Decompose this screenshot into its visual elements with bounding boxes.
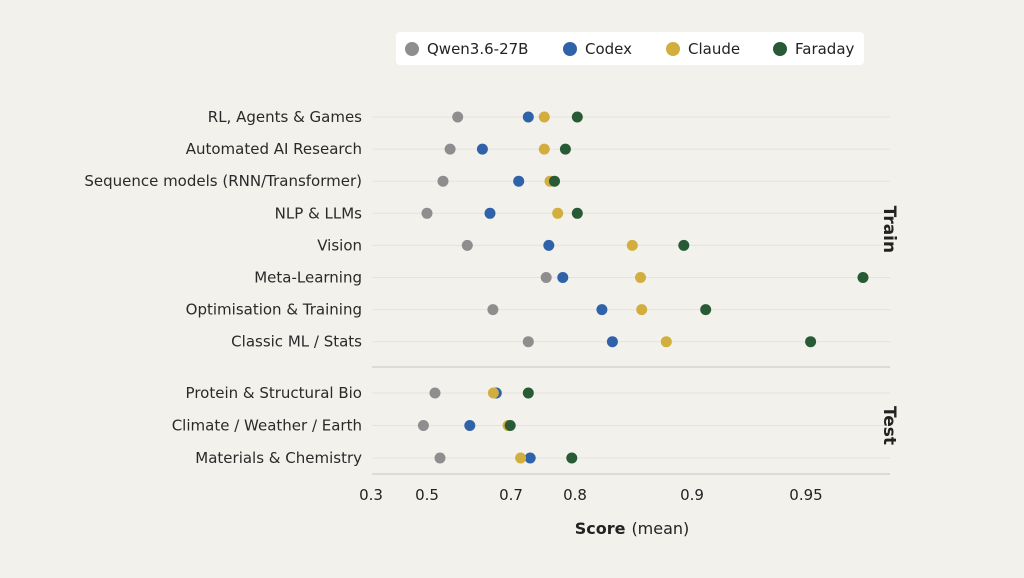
legend-background <box>396 32 864 65</box>
group-label: Train <box>879 206 899 254</box>
data-point <box>437 175 449 187</box>
data-point <box>571 111 583 123</box>
data-point <box>421 207 433 219</box>
category-label: Classic ML / Stats <box>231 333 362 351</box>
data-point <box>805 336 817 348</box>
legend-marker <box>563 42 577 56</box>
data-point <box>522 336 534 348</box>
category-label: Climate / Weather / Earth <box>172 417 362 435</box>
x-tick-label: 0.7 <box>499 486 523 504</box>
data-point <box>444 143 456 155</box>
category-label: Materials & Chemistry <box>195 449 362 467</box>
data-point <box>571 207 583 219</box>
x-axis-title: Score (mean) <box>575 519 690 538</box>
data-point <box>538 143 550 155</box>
data-point <box>522 387 534 399</box>
category-labels: RL, Agents & Games Automated AI Research S… <box>84 108 362 467</box>
data-point <box>464 420 476 431</box>
data-point <box>857 272 869 283</box>
data-point <box>522 111 534 123</box>
data-point <box>596 304 608 316</box>
data-point <box>552 207 564 219</box>
category-label: RL, Agents & Games <box>208 108 362 126</box>
legend-label: Qwen3.6-27B <box>427 40 528 58</box>
data-point <box>429 387 441 399</box>
data-point <box>487 387 499 399</box>
data-point <box>700 304 712 316</box>
data-point <box>538 111 550 123</box>
data-point <box>549 175 560 187</box>
data-point <box>678 239 690 251</box>
data-point <box>417 420 429 431</box>
gridlines <box>372 116 890 459</box>
category-label: NLP & LLMs <box>275 204 363 222</box>
legend: Qwen3.6-27B Codex Claude Faraday <box>396 32 864 65</box>
x-tick-label: 0.5 <box>415 486 439 504</box>
legend-marker <box>773 42 787 56</box>
data-point <box>476 143 488 155</box>
x-tick-label: 0.95 <box>789 486 822 504</box>
data-point <box>484 207 496 219</box>
x-tick-label: 0.9 <box>680 486 704 504</box>
x-tick-label: 0.8 <box>563 486 587 504</box>
data-point <box>606 336 618 348</box>
data-point <box>515 452 527 464</box>
legend-label: Claude <box>688 40 740 58</box>
data-point <box>635 272 646 283</box>
group-separators <box>372 366 890 475</box>
data-point <box>566 452 578 464</box>
category-label: Meta-Learning <box>254 269 362 287</box>
data-point <box>504 420 516 431</box>
legend-marker <box>405 42 419 56</box>
group-labels: Train Test <box>879 206 899 445</box>
data-point <box>461 239 473 251</box>
category-label: Protein & Structural Bio <box>186 384 362 402</box>
x-tick-label: 0.3 <box>359 486 383 504</box>
data-point <box>524 452 536 464</box>
data-point <box>513 175 525 187</box>
data-point <box>540 272 552 283</box>
category-label: Optimisation & Training <box>186 301 362 319</box>
data-point <box>487 304 499 316</box>
data-point <box>452 111 464 123</box>
category-label: Sequence models (RNN/Transformer) <box>84 172 362 190</box>
data-points <box>417 111 869 464</box>
legend-label: Codex <box>585 40 632 58</box>
x-axis-title-bold: Score <box>575 519 626 538</box>
x-axis-title-rest: (mean) <box>631 519 689 538</box>
data-point <box>543 239 555 251</box>
category-label: Automated AI Research <box>186 140 362 158</box>
data-point <box>557 272 569 283</box>
legend-label: Faraday <box>795 40 855 58</box>
category-label: Vision <box>317 236 362 254</box>
x-axis-ticks: 0.3 0.5 0.7 0.8 0.9 0.95 <box>359 486 823 504</box>
group-label: Test <box>879 406 899 445</box>
legend-marker <box>666 42 680 56</box>
data-point <box>626 239 638 251</box>
data-point <box>434 452 446 464</box>
data-point <box>559 143 571 155</box>
data-point <box>636 304 648 316</box>
data-point <box>660 336 672 348</box>
